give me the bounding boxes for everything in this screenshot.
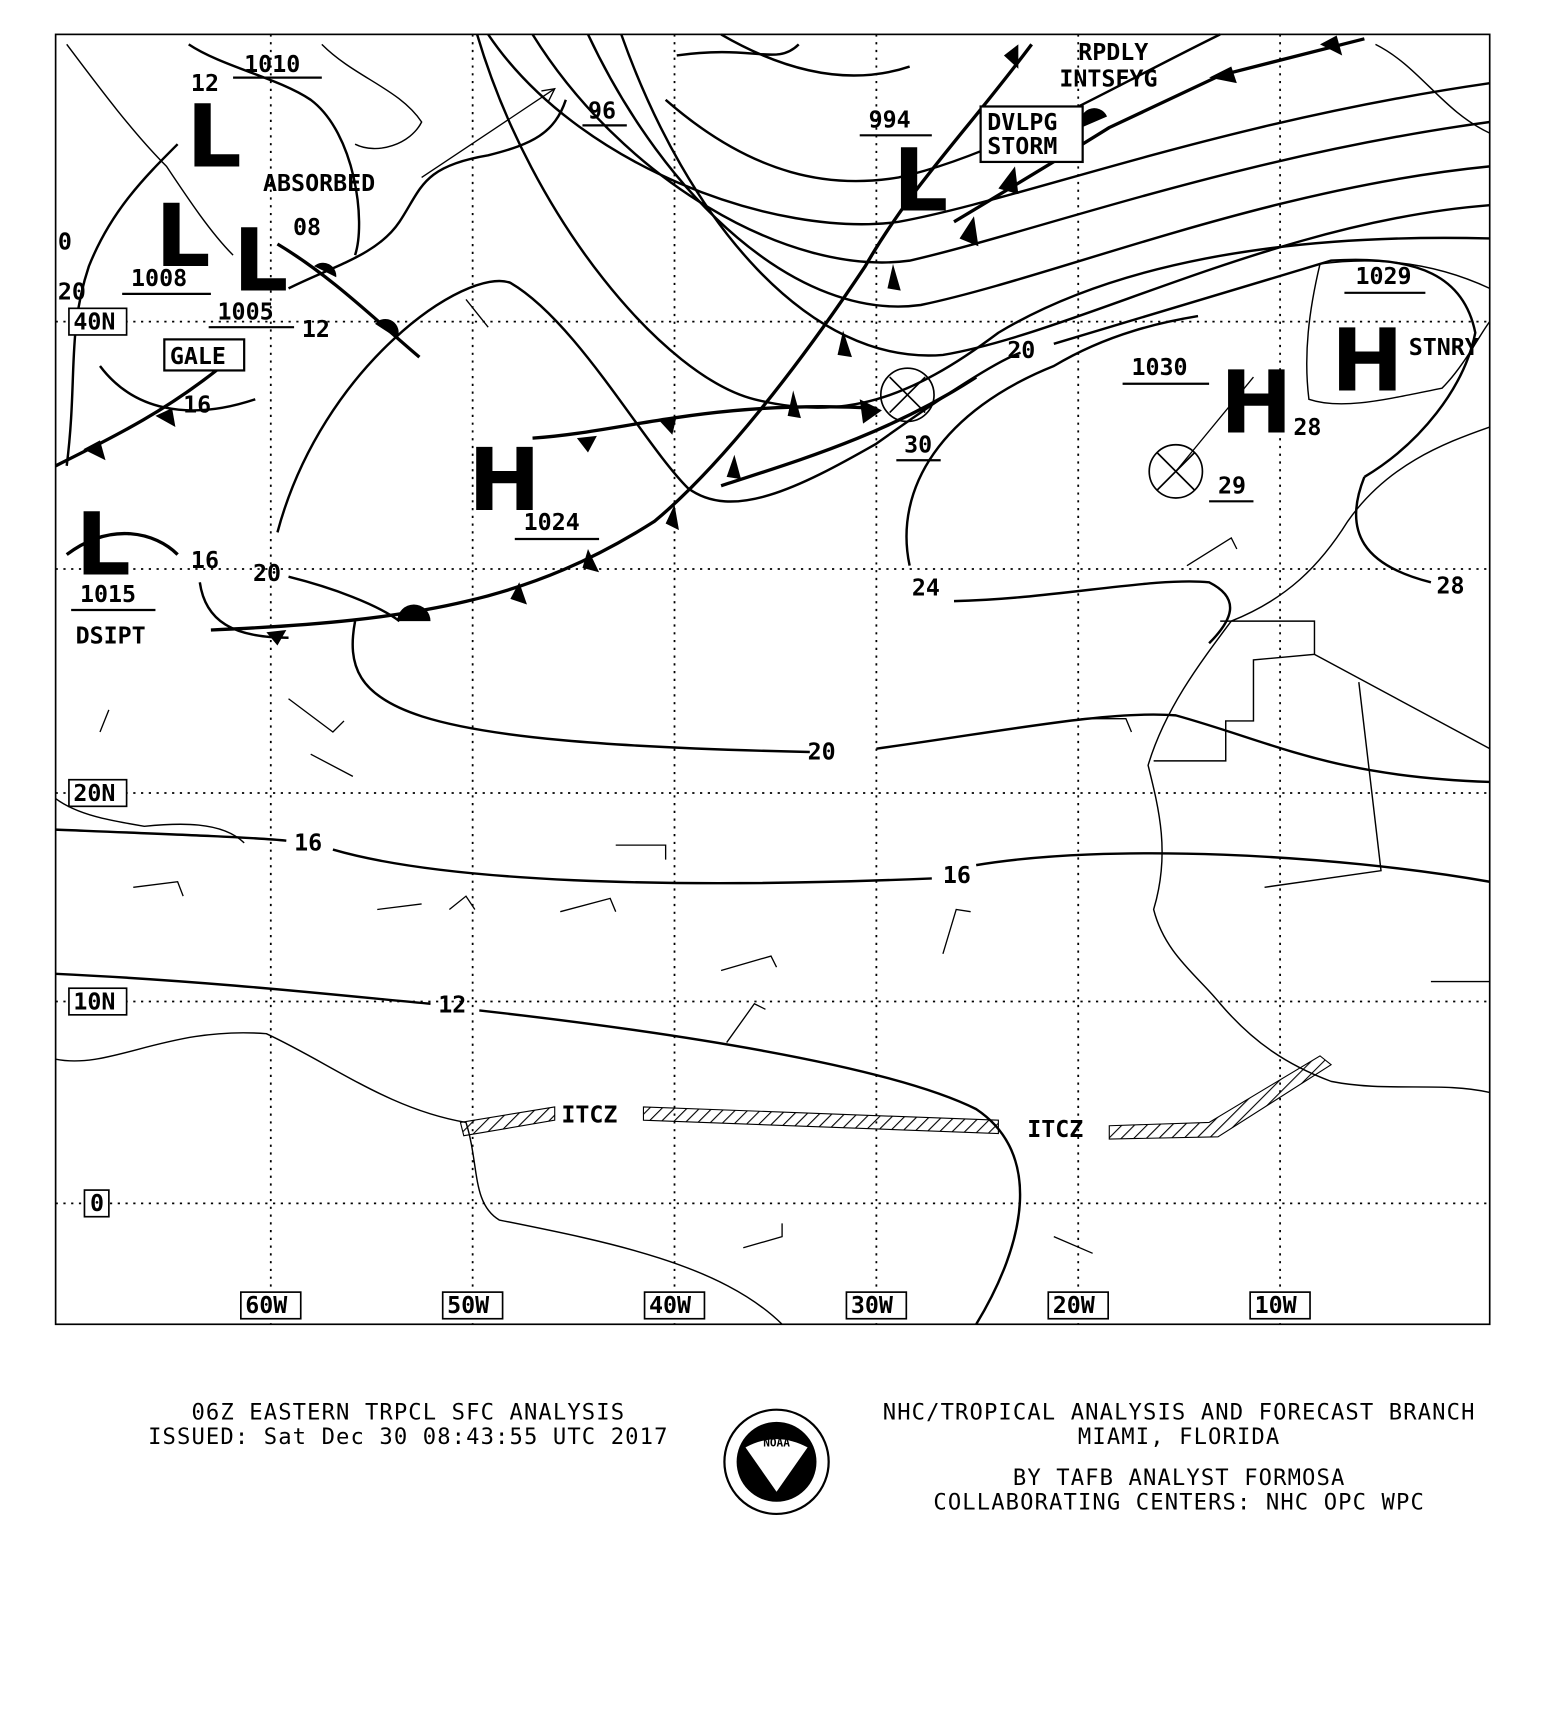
isobar-label: 28 [1293, 414, 1321, 441]
low-pressure-value: 1010 [244, 51, 300, 78]
storm-warning-label: STORM [987, 133, 1057, 160]
dissipating-label: DSIPT [76, 622, 146, 649]
wind-barbs [99, 299, 1238, 1254]
isobar-label: 12 [191, 70, 219, 97]
lat-label-0: 0 [90, 1190, 104, 1217]
low-symbol: L [233, 212, 288, 312]
isobar-label: 16 [943, 862, 971, 889]
isobar-label: 29 [1218, 473, 1246, 500]
lat-label-40n: 40N [73, 308, 115, 335]
isobar-label: 20 [253, 560, 281, 587]
isobar-label: 08 [293, 214, 321, 241]
low-pressure-value: 1015 [80, 581, 136, 608]
annotations: ABSORBED GALE DSIPT RPDLY INTSFYG DVLPG … [76, 39, 1479, 1143]
stationary-label: STNRY [1409, 334, 1479, 361]
lat-lon-grid [55, 34, 1490, 1325]
branch-location: MIAMI, FLORIDA [1078, 1424, 1280, 1450]
isobar-label: 12 [302, 316, 330, 343]
isobar-label: 16 [183, 392, 211, 419]
high-pressure-value: 1029 [1356, 263, 1412, 290]
issued-timestamp: ISSUED: Sat Dec 30 08:43:55 UTC 2017 [148, 1424, 668, 1450]
low-pressure-value: 1005 [218, 298, 274, 325]
latitude-labels: 40N 20N 10N 0 [68, 307, 128, 1218]
noaa-logo: NOAA [723, 1408, 830, 1516]
longitude-labels: 60W 50W 40W 30W 20W 10W [240, 1291, 1311, 1320]
absorbed-label: ABSORBED [263, 170, 375, 197]
storm-markers [421, 87, 1254, 499]
low-symbol: L [186, 87, 241, 187]
isobars [55, 33, 1490, 1325]
itcz-label: ITCZ [1027, 1116, 1083, 1143]
pressure-centers: L 1010 L 1008 L 1005 L 994 L 1015 H 1024… [71, 51, 1426, 612]
lon-label-60w: 60W [245, 1292, 288, 1319]
low-symbol: L [893, 132, 948, 232]
high-pressure-value: 1030 [1131, 354, 1187, 381]
product-title: 06Z EASTERN TRPCL SFC ANALYSIS [191, 1400, 625, 1426]
isobar-label: 30 [904, 432, 932, 459]
isobar-label: 20 [58, 278, 86, 305]
isobar-label: 24 [912, 575, 940, 602]
high-pressure-value: 1024 [524, 509, 580, 536]
front-symbols [83, 35, 1343, 646]
isobar-label: 28 [1436, 572, 1464, 599]
lon-label-20w: 20W [1053, 1292, 1096, 1319]
noaa-logo-text: NOAA [763, 1436, 790, 1449]
lon-label-10w: 10W [1255, 1292, 1298, 1319]
isobar-label: 96 [588, 98, 616, 125]
low-symbol: L [155, 187, 210, 287]
high-symbol: H [468, 431, 540, 531]
fronts [54, 35, 1365, 646]
isobar-labels: 96 12 08 12 16 16 20 20 20 24 28 28 20 1… [58, 70, 1465, 1019]
isobar-label: 16 [191, 547, 219, 574]
isobar-label: 16 [294, 830, 322, 857]
rapidly-label: RPDLY [1078, 39, 1148, 66]
collaborating-centers: COLLABORATING CENTERS: NHC OPC WPC [933, 1490, 1425, 1516]
lat-label-10n: 10N [73, 988, 115, 1015]
gale-warning-label: GALE [170, 343, 226, 370]
lon-label-50w: 50W [447, 1292, 490, 1319]
isobar-label: 20 [1007, 337, 1035, 364]
low-symbol: L [76, 496, 131, 596]
isobar-label: 0 [58, 229, 72, 256]
high-symbol: H [1220, 354, 1292, 454]
analyst-credit: BY TAFB ANALYST FORMOSA [1013, 1465, 1346, 1491]
branch-name: NHC/TROPICAL ANALYSIS AND FORECAST BRANC… [883, 1400, 1476, 1426]
lon-label-30w: 30W [851, 1292, 894, 1319]
low-pressure-value: 1008 [131, 265, 187, 292]
lat-label-20n: 20N [73, 780, 115, 807]
itcz-label: ITCZ [561, 1101, 617, 1128]
itcz-band [459, 1055, 1333, 1140]
isobar-label: 20 [808, 739, 836, 766]
intensifying-label: INTSFYG [1059, 66, 1157, 93]
developing-label: DVLPG [987, 109, 1057, 136]
footer: 06Z EASTERN TRPCL SFC ANALYSIS ISSUED: S… [148, 1400, 1476, 1516]
high-symbol: H [1331, 311, 1403, 411]
lon-label-40w: 40W [649, 1292, 692, 1319]
isobar-label: 12 [438, 992, 466, 1019]
low-pressure-value: 994 [869, 107, 911, 134]
